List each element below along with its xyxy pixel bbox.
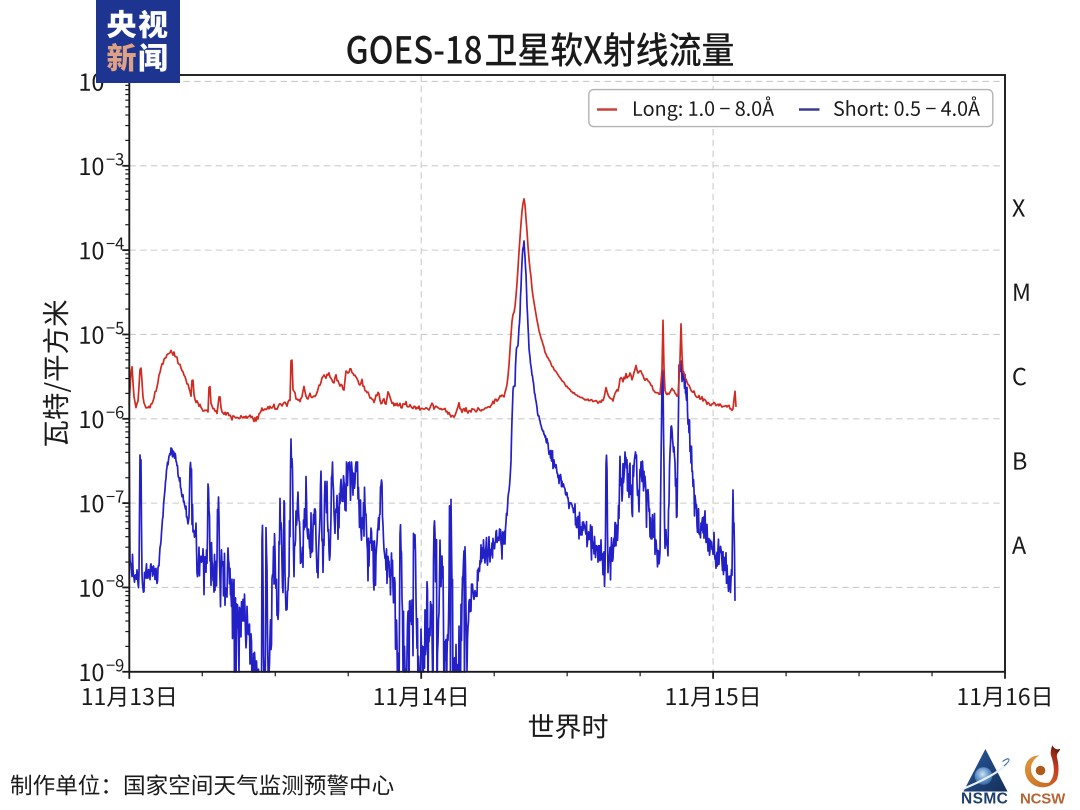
svg-text:NCSW: NCSW bbox=[1020, 791, 1066, 808]
svg-text:NSMC: NSMC bbox=[961, 791, 1008, 808]
